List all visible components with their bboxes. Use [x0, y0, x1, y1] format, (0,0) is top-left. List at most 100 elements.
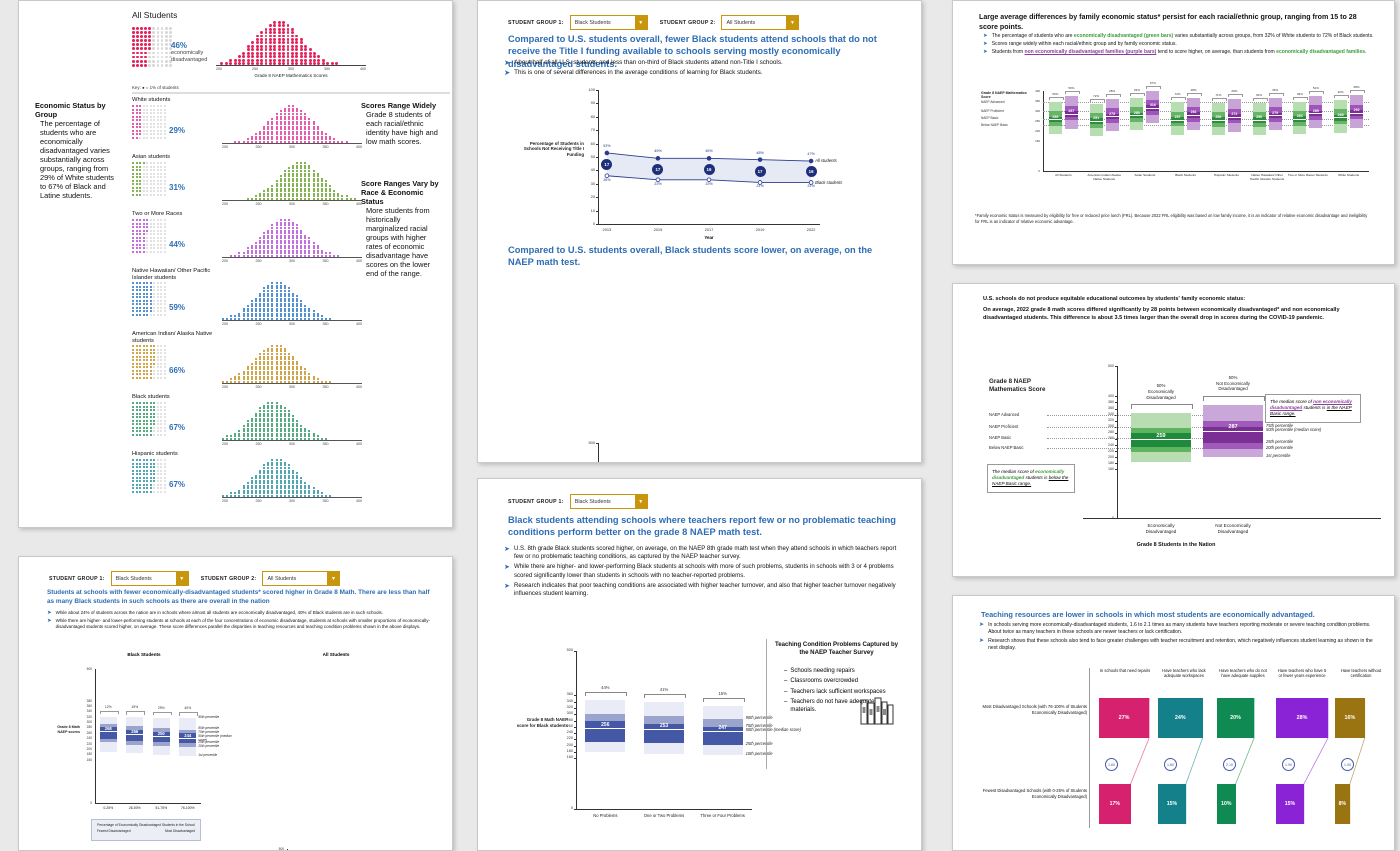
- books-icon: [860, 697, 894, 725]
- dist-dot: [308, 198, 311, 200]
- waffle-cell: [156, 115, 159, 118]
- waffle-cell: [132, 51, 135, 55]
- level-gridline: [1043, 111, 1369, 112]
- dist-dot: [287, 495, 290, 497]
- chevron-down-icon[interactable]: ▼: [327, 572, 340, 585]
- chevron-down-icon[interactable]: ▼: [634, 495, 647, 508]
- dist-dot: [275, 482, 278, 485]
- dist-dot: [279, 350, 282, 353]
- waffle-cell: [149, 369, 152, 372]
- dist-dot: [259, 368, 262, 371]
- waffle-cell: [160, 355, 163, 358]
- share-label: 19%: [131, 705, 139, 710]
- dist-dot: [308, 310, 311, 313]
- dist-dot: [263, 133, 266, 136]
- share-label: 36%: [1272, 88, 1279, 92]
- dist-dot: [254, 368, 257, 371]
- waffle-cell: [149, 476, 152, 479]
- dist-dot: [312, 242, 315, 245]
- level-label: NAEP Proficient: [989, 423, 1019, 429]
- median-value: 259: [1052, 114, 1059, 119]
- dist-dot: [324, 133, 327, 136]
- dist-dot: [296, 482, 299, 485]
- student-group-2-select[interactable]: All Students ▼: [721, 15, 800, 30]
- dist-dot: [292, 224, 294, 227]
- dist-dot: [254, 415, 257, 418]
- dist-dot: [271, 125, 274, 128]
- axis-tick: 350: [322, 202, 329, 206]
- dist-dot: [242, 312, 245, 315]
- waffle-cell: [153, 313, 156, 316]
- dist-dot: [263, 310, 266, 313]
- waffle-cell: [153, 490, 156, 493]
- dist-dot: [263, 370, 266, 373]
- dist-dot: [304, 244, 307, 247]
- dist-dot: [263, 130, 266, 133]
- dist-dot: [304, 234, 307, 237]
- dist-dot: [263, 141, 266, 143]
- left-bottom-headline: Students at schools with fewer economica…: [47, 589, 430, 605]
- dist-dot: [250, 487, 253, 490]
- student-group-2-select[interactable]: All Students ▼: [262, 571, 341, 586]
- teaching-condition-list: – Schools needing repairs – Classrooms over…: [774, 667, 899, 715]
- waffle-cell: [149, 345, 152, 348]
- dist-dot: [308, 375, 311, 378]
- chevron-down-icon[interactable]: ▼: [634, 16, 647, 29]
- waffle-cell: [136, 47, 139, 51]
- student-group-1-select[interactable]: Black Students ▼: [110, 571, 189, 586]
- dist-dot: [292, 249, 294, 252]
- dist-dot: [279, 492, 282, 495]
- divider: [132, 92, 450, 94]
- dist-dot: [300, 487, 303, 490]
- dist-dot: [282, 51, 286, 55]
- waffle-cell: [149, 162, 152, 165]
- axis-tick: 250: [255, 322, 262, 326]
- y-tick-mark: [596, 224, 599, 225]
- dist-dot: [250, 381, 253, 383]
- waffle-cell: [160, 369, 163, 372]
- median-value: 256: [601, 722, 610, 729]
- waffle-cell: [132, 233, 135, 236]
- dist-dot: [267, 407, 270, 410]
- dist-dot: [275, 187, 278, 190]
- waffle-cell: [153, 376, 156, 379]
- waffle-cell: [140, 27, 143, 30]
- y-tick-mark: [1115, 396, 1118, 398]
- side-item-text: Classrooms overcrowded: [790, 678, 859, 685]
- dist-dot: [250, 368, 253, 371]
- dist-dot: [304, 138, 307, 141]
- dist-dot: [259, 249, 262, 252]
- dist-dot: [279, 432, 282, 435]
- waffle-cell: [156, 176, 159, 179]
- dist-dot: [254, 195, 257, 198]
- student-group-1-select[interactable]: Black Students ▼: [569, 494, 648, 509]
- dist-dot: [246, 492, 249, 495]
- group-ticks: 200 250 300 350 400: [222, 499, 362, 503]
- dist-dot: [349, 198, 352, 200]
- dist-dot: [259, 255, 262, 257]
- dist-dot: [317, 55, 321, 59]
- dist-dot: [271, 352, 274, 355]
- waffle-cell: [146, 462, 149, 465]
- waffle-cell: [149, 240, 152, 243]
- waffle-cell: [146, 373, 149, 376]
- dist-dot: [273, 34, 277, 38]
- dist-dot: [296, 307, 299, 310]
- student-group-1-select[interactable]: Black Students ▼: [569, 15, 648, 30]
- dist-dot: [264, 41, 268, 45]
- waffle-cell: [142, 355, 145, 358]
- dist-dot: [292, 239, 294, 242]
- dist-dot: [230, 492, 233, 495]
- waffle-cell: [153, 292, 156, 295]
- chevron-down-icon[interactable]: ▼: [175, 572, 188, 585]
- dist-dot: [312, 135, 315, 138]
- waffle-cell: [160, 299, 163, 302]
- chevron-down-icon[interactable]: ▼: [786, 16, 799, 29]
- dist-dot: [312, 255, 315, 257]
- level-gridline: [1043, 125, 1369, 126]
- dist-dot: [286, 44, 290, 48]
- dist-dot: [275, 474, 278, 477]
- dist-dot: [300, 135, 303, 138]
- waffle-cell: [153, 129, 156, 132]
- controls-row: STUDENT GROUP 1: Black Students ▼ STUDEN…: [508, 15, 800, 30]
